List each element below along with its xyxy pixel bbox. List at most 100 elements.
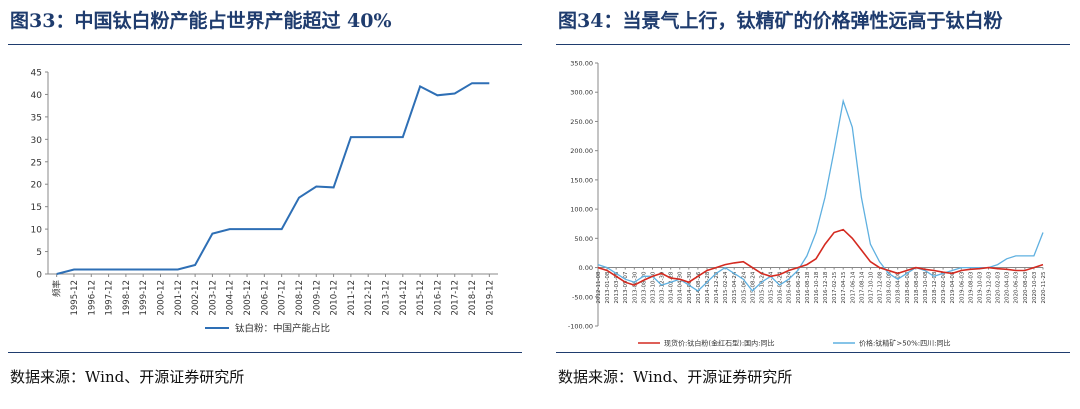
y-tick-label: -100.00 xyxy=(568,323,593,331)
x-tick-label: 2017-02-15 xyxy=(832,271,838,303)
x-tick-label: 2016-06-24 xyxy=(796,271,802,303)
x-tick-label: 2015-12 xyxy=(416,280,426,316)
x-tick-label: 2020-02-03 xyxy=(996,271,1002,303)
y-tick-label: -50.00 xyxy=(572,293,593,301)
x-tick-label: 2012-11-08 xyxy=(596,271,602,303)
right-panel: 图34：当景气上行，钛精矿的价格弹性远高于钛白粉 -100.00 -50.00 0.… xyxy=(548,0,1078,409)
x-tick-label: 2016-04-24 xyxy=(787,271,793,303)
y-tick-label: 0.00 xyxy=(579,264,593,272)
x-tick-label: 2008-12 xyxy=(295,280,305,316)
x-tick-label: 2013-06-30 xyxy=(632,271,638,303)
x-tick-label: 2019-02-08 xyxy=(941,271,947,303)
x-tick-label: 2019-04-08 xyxy=(950,271,956,303)
x-tick-label: 2017-04-15 xyxy=(841,271,847,303)
x-tick-label: 2014-12 xyxy=(399,280,409,316)
x-tick-label: 2015-10-24 xyxy=(759,271,765,303)
x-tick-label: 2013-12-30 xyxy=(660,271,666,303)
x-tick-label: 2020-04-03 xyxy=(1005,271,1011,303)
x-tick-label: 2018-10-08 xyxy=(923,271,929,303)
x-tick-label: 2001-12 xyxy=(174,280,184,316)
left-title-rule xyxy=(8,44,522,45)
x-tick-label: 1995-12 xyxy=(70,280,80,316)
x-tick-label: 2017-06-14 xyxy=(850,271,856,303)
x-tick-label: 2013-12 xyxy=(382,280,392,316)
x-tick-label: 2003-12 xyxy=(208,280,218,316)
x-tick-label: 2014-08-26 xyxy=(696,271,702,303)
series-line-tio2-share xyxy=(56,82,490,275)
x-tick-label: 2017-08-14 xyxy=(859,271,865,303)
x-tick-label: 2016-02-24 xyxy=(778,271,784,303)
x-tick-label: 2018-08-08 xyxy=(914,271,920,303)
x-tick-label: 2018-06-08 xyxy=(905,271,911,303)
legend-label: 钛白粉：中国产能占比 xyxy=(235,323,330,335)
x-tick-label: 2019-06-03 xyxy=(959,271,965,303)
x-tick-label: 2019-12-03 xyxy=(987,271,993,303)
right-line-chart: -100.00 -50.00 0.00 50.00 100.00 150.00 200.00… xyxy=(568,60,1047,348)
x-tick-label: 2012-12 xyxy=(364,280,374,316)
x-tick-label: 1998-12 xyxy=(122,280,132,316)
x-tick-label: 2018-12 xyxy=(468,280,478,316)
x-tick-label: 2013-05-07 xyxy=(623,271,629,303)
right-title-rule xyxy=(556,44,1070,45)
y-tick-label: 45 xyxy=(31,69,42,79)
y-tick-label: 35 xyxy=(31,113,42,123)
x-tick-label: 2016-10-18 xyxy=(814,271,820,303)
left-panel: 图33：中国钛白粉产能占世界产能超过 40% 0 5 10 15 20 25 30 35 40 4… xyxy=(0,0,530,409)
y-tick-label: 300.00 xyxy=(570,89,593,97)
x-tick-label: 2013-08-30 xyxy=(641,271,647,303)
right-source-rule xyxy=(556,352,1070,353)
x-tick-label: 2009-12 xyxy=(312,280,322,316)
x-tick-label: 2013-01-08 xyxy=(605,271,611,303)
y-tick-label: 40 xyxy=(31,91,43,101)
left-source-rule xyxy=(8,352,522,353)
x-tick-label: 2018-02-08 xyxy=(887,271,893,303)
x-tick-label: 2015-08-24 xyxy=(750,271,756,303)
x-tick-label: 2020-08-03 xyxy=(1023,271,1029,303)
x-tick-label: 2016-08-18 xyxy=(805,271,811,303)
x-tick-label: 2014-10-28 xyxy=(705,271,711,303)
x-tick-label: 2016-12-18 xyxy=(823,271,829,303)
x-tick-label: 2018-12-08 xyxy=(932,271,938,303)
y-tick-label: 200.00 xyxy=(570,147,593,155)
x-tick-label: 2020-10-03 xyxy=(1032,271,1038,303)
x-tick-label: 2015-12-24 xyxy=(769,271,775,303)
x-tick-label: 2018-04-08 xyxy=(896,271,902,303)
y-tick-label: 0 xyxy=(36,271,42,281)
x-tick-label: 2014-06-30 xyxy=(687,271,693,303)
legend-label: 价格:钛精矿>50%:四川:同比 xyxy=(859,339,951,348)
y-tick-label: 15 xyxy=(31,203,42,213)
x-tick-label: 频率 xyxy=(52,280,63,298)
series-line-ilmenite-price-yoy xyxy=(597,98,1044,292)
x-tick-label: 2013-03-06 xyxy=(614,271,620,303)
x-tick-label: 1997-12 xyxy=(105,280,115,316)
y-tick-label: 250.00 xyxy=(570,118,593,126)
x-tick-label: 2019-08-03 xyxy=(968,271,974,303)
x-tick-label: 2015-04-24 xyxy=(732,271,738,303)
x-tick-label: 2017-10-10 xyxy=(868,271,874,303)
y-tick-label: 350.00 xyxy=(570,60,593,68)
x-tick-label: 2011-12 xyxy=(347,280,357,316)
left-source-note: 数据来源：Wind、开源证券研究所 xyxy=(10,368,245,386)
right-source-note: 数据来源：Wind、开源证券研究所 xyxy=(558,368,793,386)
x-tick-label: 2020-11-25 xyxy=(1041,271,1047,303)
x-tick-label: 2017-12-08 xyxy=(878,271,884,303)
x-tick-label: 2014-12-28 xyxy=(714,271,720,303)
x-tick-label: 2014-02-28 xyxy=(669,271,675,303)
x-tick-label: 1996-12 xyxy=(87,280,97,316)
series-line-tio2-price-yoy xyxy=(597,228,1044,286)
x-tick-label: 2017-12 xyxy=(451,280,461,316)
x-tick-label: 2015-02-24 xyxy=(723,271,729,303)
x-tick-label: 2005-12 xyxy=(243,280,253,316)
x-tick-label: 2015-06-24 xyxy=(741,271,747,303)
y-tick-label: 5 xyxy=(36,248,42,258)
y-tick-label: 10 xyxy=(31,226,43,236)
right-chart-title: 图34：当景气上行，钛精矿的价格弹性远高于钛白粉 xyxy=(558,10,1003,32)
y-tick-label: 100.00 xyxy=(570,206,593,214)
left-line-chart: 0 5 10 15 20 25 30 35 40 45 频率 1995-12 1996-12 1997-1… xyxy=(31,69,498,335)
x-tick-label: 2002-12 xyxy=(191,280,201,316)
x-tick-label: 2019-10-03 xyxy=(977,271,983,303)
y-tick-label: 50.00 xyxy=(574,235,593,243)
y-tick-label: 25 xyxy=(31,158,42,168)
legend-label: 现货价:钛白粉(金红石型):国内:同比 xyxy=(664,339,775,348)
x-tick-label: 2004-12 xyxy=(226,280,236,316)
